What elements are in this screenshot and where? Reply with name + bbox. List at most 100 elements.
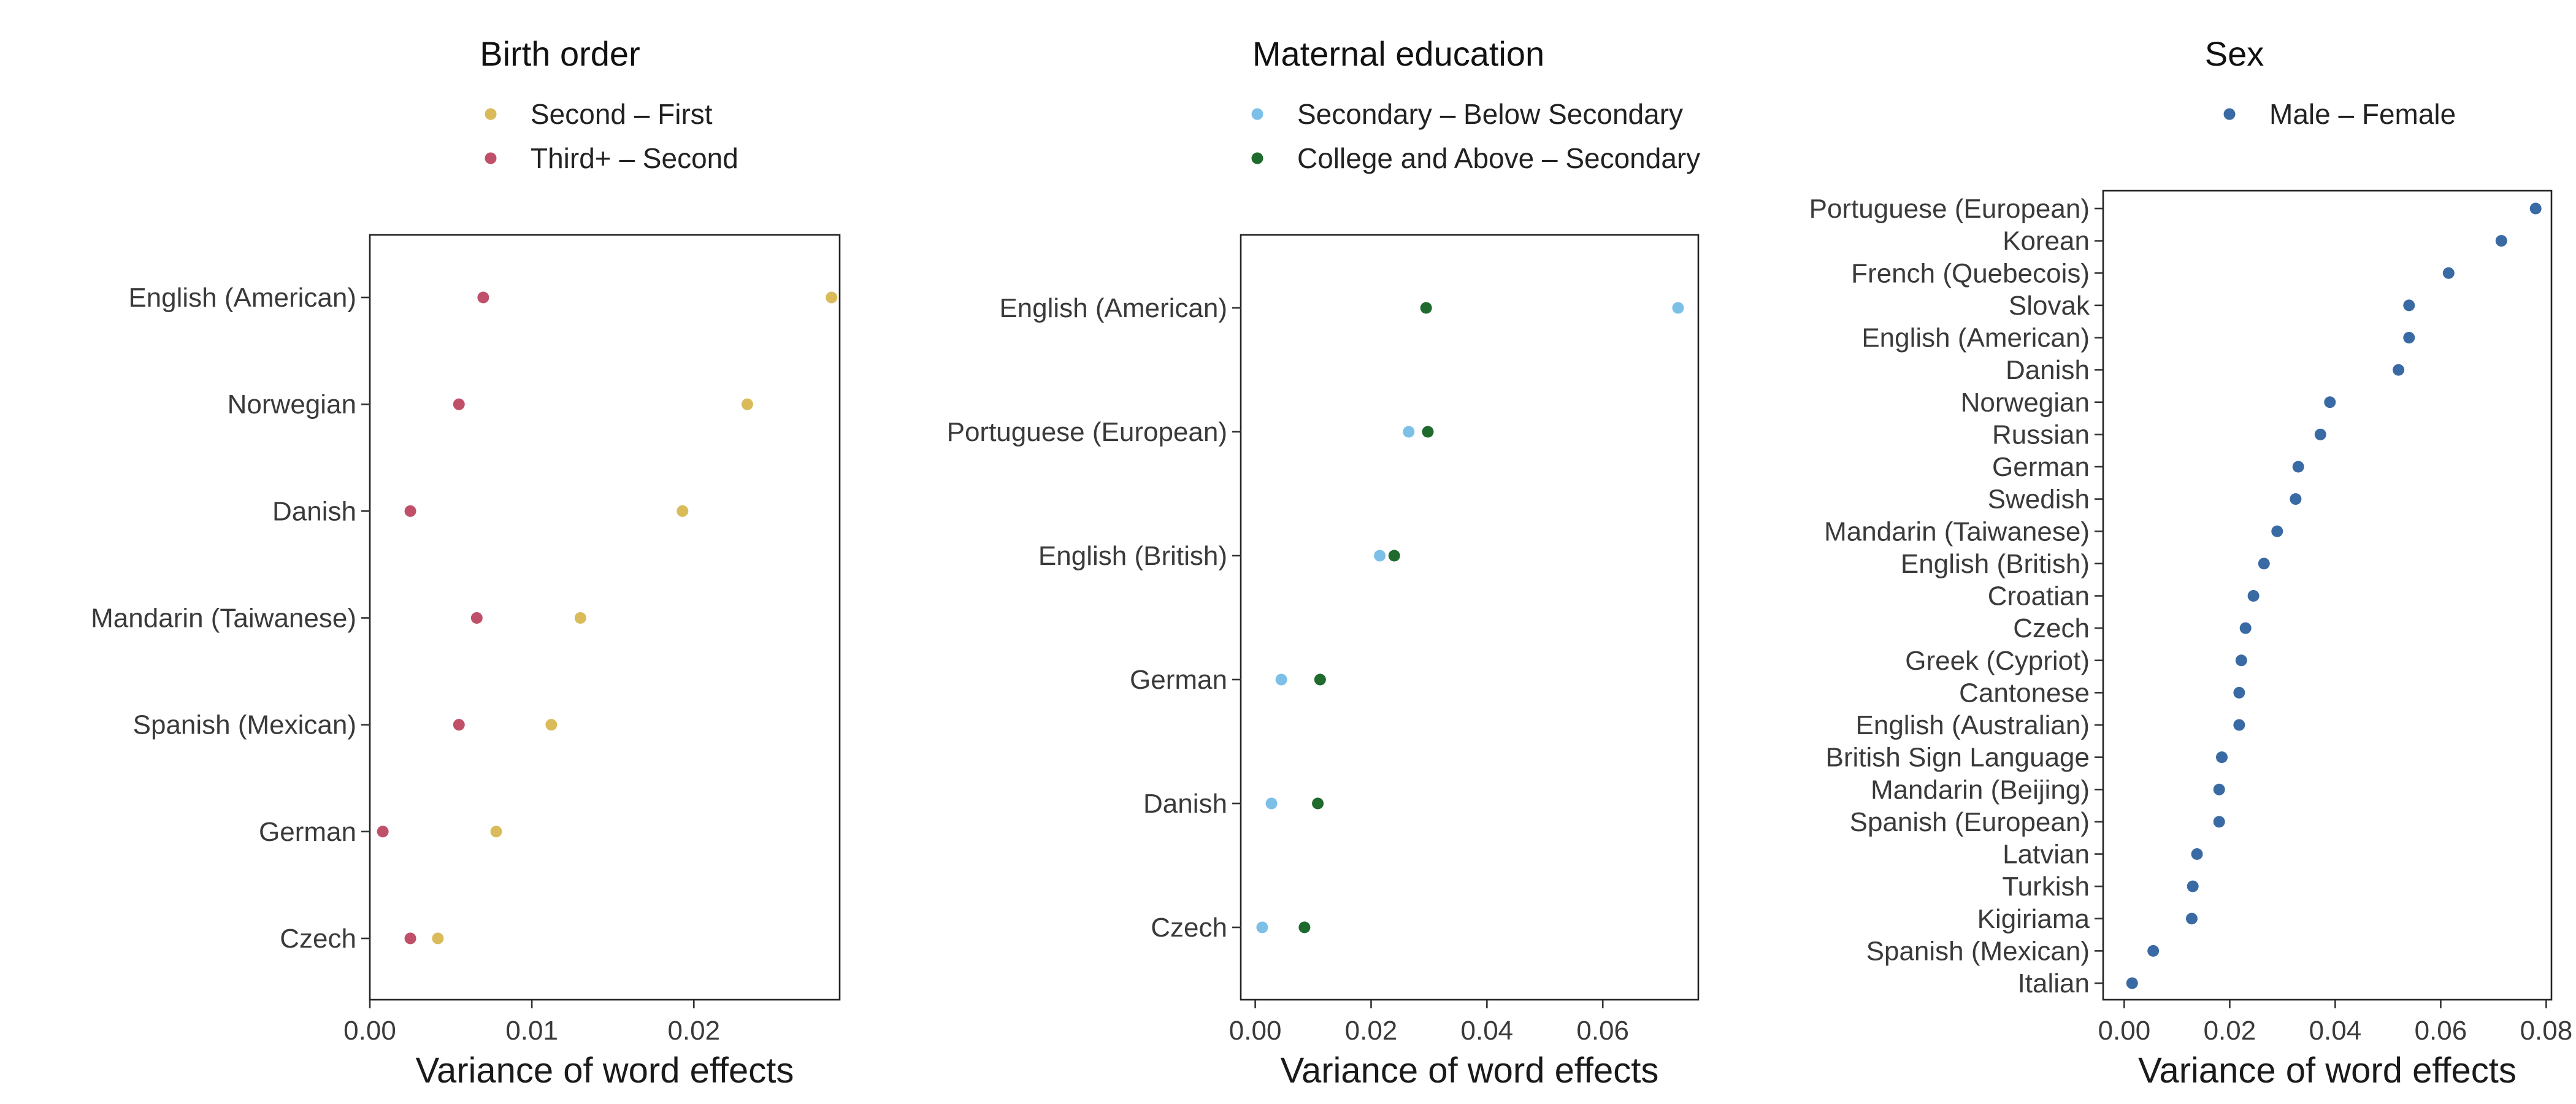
panel-title: Sex xyxy=(2205,34,2264,73)
data-point xyxy=(1422,426,1434,438)
y-tick-label: English (American) xyxy=(128,283,356,313)
legend-label: Second – First xyxy=(531,98,713,130)
x-tick-label: 0.02 xyxy=(667,1016,720,1046)
y-tick-label: Spanish (Mexican) xyxy=(1866,936,2090,966)
y-tick-label: Greek (Cypriot) xyxy=(1905,646,2090,676)
panel-title: Birth order xyxy=(480,34,640,73)
y-tick-label: Croatian xyxy=(1988,581,2090,611)
data-point xyxy=(1420,302,1432,314)
data-point xyxy=(2292,461,2304,473)
x-axis-title: Variance of word effects xyxy=(2138,1051,2517,1091)
data-point xyxy=(2185,913,2198,925)
data-point xyxy=(677,505,689,517)
y-tick-label: Danish xyxy=(272,496,356,526)
y-tick-label: Slovak xyxy=(2009,291,2090,321)
data-point xyxy=(545,719,558,731)
data-point xyxy=(2314,428,2326,440)
data-point xyxy=(2191,848,2203,860)
data-point xyxy=(2187,880,2199,892)
data-point xyxy=(1388,550,1400,562)
data-point xyxy=(2235,654,2247,667)
data-point xyxy=(404,505,416,517)
data-point xyxy=(1298,921,1311,933)
data-point xyxy=(2216,751,2228,764)
y-tick-label: Czech xyxy=(1151,913,1227,943)
x-axis-title: Variance of word effects xyxy=(1281,1051,1659,1091)
y-tick-label: Norwegian xyxy=(1961,388,2090,418)
y-tick-label: Latvian xyxy=(2003,840,2090,870)
data-point xyxy=(2271,525,2283,537)
legend-label: Secondary – Below Secondary xyxy=(1297,98,1683,130)
y-tick-label: Italian xyxy=(2018,968,2090,999)
x-tick-label: 0.01 xyxy=(505,1016,558,1046)
data-point xyxy=(2403,299,2415,312)
y-tick-label: English (American) xyxy=(1861,323,2090,353)
y-tick-label: Spanish (European) xyxy=(1850,807,2090,837)
data-point xyxy=(2495,235,2507,247)
x-tick-label: 0.02 xyxy=(1345,1016,1398,1046)
legend-label: College and Above – Secondary xyxy=(1297,142,1700,174)
x-tick-label: 0.04 xyxy=(1461,1016,1514,1046)
data-point xyxy=(404,932,416,945)
y-tick-label: Danish xyxy=(2006,355,2090,385)
legend-swatch xyxy=(485,152,497,164)
y-tick-label: Russian xyxy=(1992,420,2090,450)
x-tick-label: 0.04 xyxy=(2309,1016,2362,1046)
y-tick-label: Cantonese xyxy=(1959,678,2090,708)
data-point xyxy=(1275,673,1287,686)
y-tick-label: Mandarin (Taiwanese) xyxy=(91,604,356,634)
x-axis-title: Variance of word effects xyxy=(416,1051,794,1091)
panel-title: Maternal education xyxy=(1252,34,1544,73)
y-tick-label: English (Australian) xyxy=(1856,710,2090,740)
y-tick-label: Portuguese (European) xyxy=(947,417,1227,447)
x-tick-label: 0.02 xyxy=(2204,1016,2256,1046)
data-point xyxy=(453,719,465,731)
data-point xyxy=(1403,426,1415,438)
x-tick-label: 0.06 xyxy=(2415,1016,2467,1046)
y-tick-label: English (British) xyxy=(1038,541,1227,571)
plot-frame xyxy=(2102,190,2553,1001)
data-point xyxy=(490,826,502,838)
y-tick-label: Turkish xyxy=(2002,872,2090,902)
data-point xyxy=(826,291,838,304)
y-tick-label: French (Quebecois) xyxy=(1851,258,2090,288)
y-tick-label: German xyxy=(259,817,356,847)
panel-2: Maternal education Secondary – Below Seco… xyxy=(947,34,1701,1091)
data-point xyxy=(2213,783,2225,795)
data-point xyxy=(2403,332,2415,343)
data-point xyxy=(2529,202,2542,215)
x-tick-label: 0.08 xyxy=(2520,1016,2573,1046)
data-point xyxy=(2233,686,2245,699)
plot-frame xyxy=(1240,234,1700,1001)
data-point xyxy=(2213,816,2225,828)
legend-swatch xyxy=(485,108,497,120)
x-tick-label: 0.00 xyxy=(2098,1016,2151,1046)
legend-label: Male – Female xyxy=(2269,98,2456,130)
data-point xyxy=(2442,267,2455,279)
y-tick-label: English (British) xyxy=(1901,549,2090,579)
data-point xyxy=(470,612,483,624)
x-tick-label: 0.00 xyxy=(343,1016,396,1046)
data-point xyxy=(2258,558,2270,570)
data-point xyxy=(1314,673,1326,686)
y-tick-label: Czech xyxy=(280,924,356,954)
data-point xyxy=(432,932,444,945)
y-tick-label: Korean xyxy=(2003,226,2090,256)
data-point xyxy=(2239,622,2252,634)
y-tick-label: Spanish (Mexican) xyxy=(133,710,356,740)
plot-frame xyxy=(369,234,841,1001)
y-tick-label: Portuguese (European) xyxy=(1809,194,2090,224)
data-point xyxy=(1312,797,1324,810)
data-point xyxy=(1256,921,1268,933)
data-point xyxy=(2147,945,2160,957)
y-tick-label: German xyxy=(1130,665,1227,695)
data-point xyxy=(2233,719,2245,731)
data-point xyxy=(741,398,753,410)
data-point xyxy=(453,398,465,410)
data-point xyxy=(1672,302,1684,314)
y-tick-label: English (American) xyxy=(999,293,1227,323)
y-tick-label: Mandarin (Beijing) xyxy=(1871,775,2090,805)
legend-swatch xyxy=(1251,108,1263,120)
